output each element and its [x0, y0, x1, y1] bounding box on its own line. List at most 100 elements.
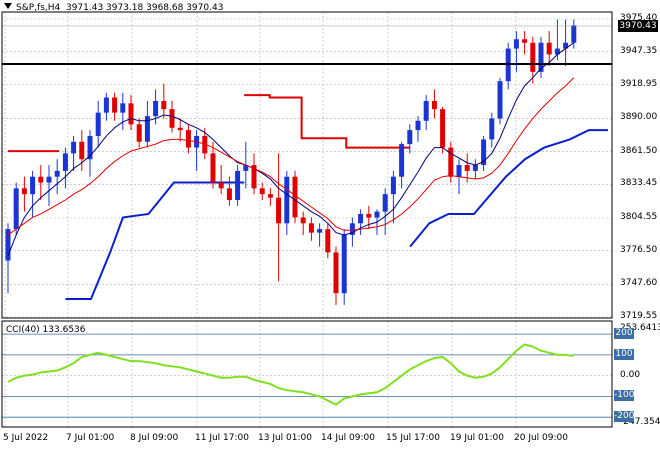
grid — [2, 12, 612, 427]
bull-candle — [317, 229, 323, 233]
bear-candle — [226, 188, 232, 201]
bear-candle — [251, 165, 257, 189]
bear-candle — [21, 188, 27, 195]
bear-candle — [259, 188, 265, 195]
bull-candle — [538, 42, 544, 72]
bear-candle — [292, 176, 298, 218]
bear-candle — [202, 135, 208, 154]
time-axis-label: 15 Jul 17:00 — [386, 433, 440, 443]
bear-candle — [79, 141, 85, 160]
bear-candle — [300, 217, 306, 224]
bull-candle — [13, 188, 19, 230]
cci-line — [7, 343, 574, 406]
cci-label: CCI(40) 133.6536 — [6, 325, 86, 335]
time-axis-label: 14 Jul 09:00 — [321, 433, 375, 443]
bull-candle — [407, 130, 413, 145]
bull-candle — [120, 103, 126, 113]
price-axis-label: 3833.45 — [620, 178, 658, 189]
cci-pane — [2, 333, 612, 418]
bull-candle — [54, 170, 60, 177]
time-axis-label: 7 Jul 01:00 — [66, 433, 115, 443]
price-axis-label: 3719.55 — [620, 311, 658, 321]
bear-candle — [267, 194, 273, 198]
fast-ma-line — [7, 42, 575, 257]
bull-candle — [472, 165, 478, 171]
bear-candle — [308, 223, 314, 233]
bear-candle — [431, 100, 437, 110]
bull-candle — [46, 176, 52, 183]
cci-level-label: -100 — [614, 390, 635, 402]
bear-candle — [218, 182, 224, 189]
price-pane-border — [1, 11, 613, 319]
symbol-label: S&P,fs,H4 — [16, 3, 61, 13]
price-axis-label: 3776.50 — [620, 244, 658, 255]
cci-top-value: 253.6413 — [620, 323, 660, 333]
bull-candle — [5, 229, 11, 261]
cci-level-label: -200 — [614, 411, 635, 423]
bull-candle — [144, 116, 150, 142]
price-axis-label: 3890.00 — [620, 112, 658, 123]
time-axis-label: 19 Jul 01:00 — [450, 433, 504, 443]
bear-candle — [169, 109, 175, 128]
bull-candle — [87, 135, 93, 160]
bull-candle — [235, 170, 241, 201]
bull-candle — [497, 81, 503, 119]
bull-candle — [95, 112, 101, 136]
bull-candle — [563, 42, 569, 49]
bear-candle — [333, 252, 339, 294]
bull-candle — [390, 176, 396, 195]
bear-candle — [136, 124, 142, 142]
moving-averages — [7, 42, 575, 257]
bull-candle — [62, 153, 68, 171]
cci-level-label: 200 — [614, 328, 634, 340]
bull-candle — [374, 211, 380, 218]
bull-candle — [415, 120, 421, 131]
bull-candle — [456, 165, 462, 177]
cci-level-label: 0.00 — [620, 369, 641, 380]
bull-candle — [481, 139, 487, 166]
bear-candle — [546, 42, 552, 55]
time-axis-label: 11 Jul 17:00 — [195, 433, 249, 443]
bear-candle — [325, 229, 331, 253]
bull-candle — [513, 39, 519, 49]
time-axis-label: 20 Jul 09:00 — [514, 433, 568, 443]
bear-candle — [276, 197, 282, 224]
price-axis-label: 3918.95 — [620, 78, 658, 89]
bear-candle — [128, 103, 134, 125]
cci-bottom-value: -247.354 — [620, 417, 660, 427]
time-axis-label: 8 Jul 09:00 — [130, 433, 179, 443]
last-price-tag: 3970.43 — [618, 20, 658, 32]
bear-candle — [210, 153, 216, 183]
slow-ma-line — [7, 77, 575, 236]
bull-candle — [71, 141, 77, 154]
bull-candle — [554, 48, 560, 55]
bear-candle — [448, 147, 454, 177]
bull-candle — [358, 213, 364, 224]
bull-candle — [571, 25, 577, 43]
bull-candle — [423, 100, 429, 121]
cci-level-label: 100 — [614, 348, 634, 360]
bear-candle — [366, 213, 372, 218]
price-axis-label: 3747.60 — [620, 278, 658, 289]
chart-header: S&P,fs,H4 3971.43 3973.18 3968.68 3970.4… — [4, 3, 223, 13]
bear-candle — [185, 130, 191, 148]
bear-candle — [161, 100, 167, 110]
bull-candle — [103, 97, 109, 113]
bull-candle — [349, 223, 355, 235]
bull-candle — [382, 194, 388, 212]
cci-pane-border — [1, 320, 613, 428]
bull-candle — [489, 118, 495, 140]
time-axis-label: 5 Jul 2022 — [3, 433, 49, 443]
dropdown-arrow-icon[interactable] — [4, 3, 12, 9]
bear-candle — [522, 39, 528, 43]
bull-candle — [284, 176, 290, 224]
red-trend-segment — [244, 94, 411, 149]
time-axis-label: 13 Jul 01:00 — [258, 433, 312, 443]
bull-candle — [243, 165, 249, 171]
bear-candle — [38, 176, 44, 183]
price-axis-label: 3861.50 — [620, 145, 658, 156]
bull-candle — [153, 100, 159, 117]
bear-candle — [440, 109, 446, 148]
